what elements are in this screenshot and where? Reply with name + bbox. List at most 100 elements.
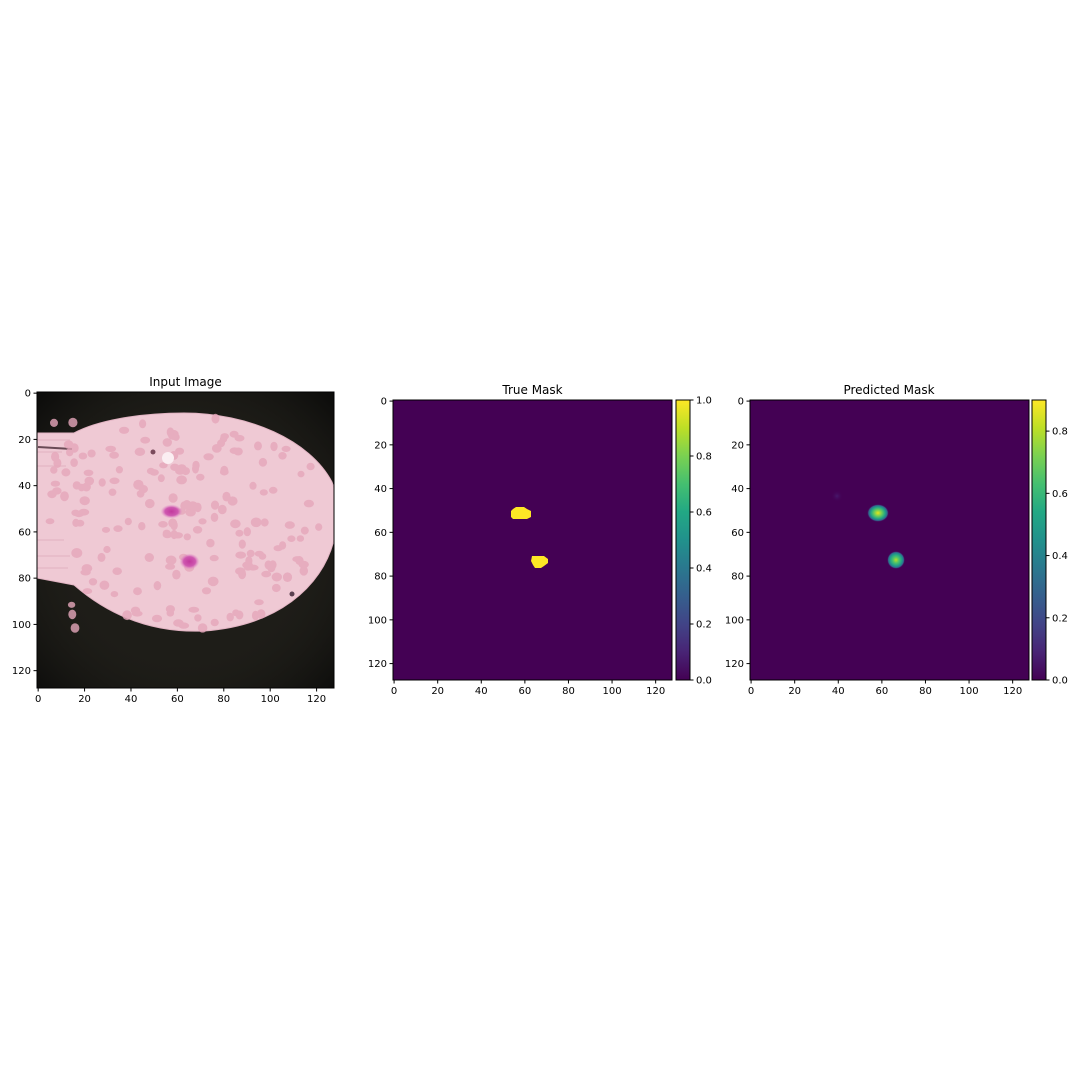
mask-background [393, 400, 672, 680]
red-blood-cell [131, 610, 143, 617]
red-blood-cell [115, 466, 123, 474]
red-blood-cell [282, 572, 293, 582]
red-blood-cell [81, 564, 93, 573]
red-blood-cell [279, 541, 287, 550]
red-blood-cell [188, 606, 200, 613]
red-blood-cell [268, 486, 278, 494]
red-blood-cell [165, 563, 176, 570]
red-blood-cell [50, 466, 58, 474]
red-blood-cell [153, 581, 162, 591]
predicted-blob [831, 490, 843, 502]
red-blood-cell [210, 618, 219, 627]
colorbar-tick-label: 0.8 [1052, 427, 1068, 438]
red-blood-cell [229, 447, 240, 455]
red-blood-cell [67, 601, 76, 608]
debris-dot [289, 591, 295, 597]
red-blood-cell [68, 609, 77, 620]
predicted-blob [887, 551, 905, 569]
red-blood-cell [79, 496, 90, 506]
x-tick-label: 0 [35, 694, 41, 705]
x-tick-label: 20 [431, 686, 444, 697]
smear-streaks [37, 439, 70, 569]
red-blood-cell [168, 518, 178, 528]
red-blood-cell [245, 556, 253, 566]
y-tick-label: 60 [731, 528, 744, 539]
y-tick-label: 100 [725, 615, 744, 626]
y-tick-label: 0 [738, 397, 744, 408]
red-blood-cell [72, 518, 80, 528]
red-blood-cell [210, 500, 220, 510]
red-blood-cell [84, 476, 95, 486]
red-blood-cell [210, 512, 219, 523]
red-blood-cell [112, 567, 122, 575]
colorbar-tick-label: 0.2 [1052, 613, 1068, 624]
red-blood-cell [254, 599, 264, 606]
y-tick-label: 100 [12, 620, 31, 631]
x-tick-label: 0 [391, 686, 397, 697]
stained-cell [179, 553, 200, 570]
x-tick-label: 120 [307, 694, 326, 705]
red-blood-cell [306, 462, 315, 471]
red-blood-cell [144, 553, 154, 562]
red-blood-cell [97, 552, 106, 562]
y-tick-label: 0 [25, 389, 31, 400]
red-blood-cell [122, 610, 132, 621]
mask-background [750, 400, 1029, 680]
red-blood-cell [162, 529, 171, 537]
axis-ticks: 0 20 40 60 80 100 120 0 20 40 60 80 100 120 [12, 389, 326, 705]
x-tick-label: 60 [171, 694, 184, 705]
panel-title: Input Image [149, 375, 221, 389]
red-blood-cell [284, 521, 295, 529]
red-blood-cell [196, 473, 205, 481]
red-blood-cell [206, 538, 215, 548]
true-mask-blob [531, 556, 548, 568]
predicted-blob [867, 504, 889, 522]
true-mask-blob [511, 507, 531, 519]
red-blood-cell [70, 623, 80, 633]
red-blood-cell [176, 475, 188, 485]
red-blood-cell [278, 452, 287, 460]
x-tick-label: 20 [788, 686, 801, 697]
red-blood-cell [72, 481, 81, 490]
red-blood-cell [198, 518, 207, 525]
red-blood-cell [166, 609, 175, 617]
red-blood-cell [251, 610, 260, 621]
red-blood-cell [45, 518, 55, 525]
red-blood-cell [99, 580, 110, 590]
y-tick-label: 40 [731, 484, 744, 495]
red-blood-cell [259, 489, 268, 496]
red-blood-cell [52, 487, 62, 495]
red-blood-cell [281, 445, 291, 452]
red-blood-cell [110, 591, 119, 598]
red-blood-cell [247, 564, 259, 571]
red-blood-cell [297, 470, 305, 478]
red-blood-cell [82, 588, 93, 595]
red-blood-cell [88, 578, 98, 586]
red-blood-cell [260, 518, 269, 527]
y-tick-label: 20 [731, 440, 744, 451]
red-blood-cell [217, 439, 226, 448]
red-blood-cell [50, 480, 61, 487]
panel-input-image: Input Image 0 20 40 60 80 100 120 0 20 40 60 80 100 1… [12, 375, 335, 705]
red-blood-cell [138, 522, 146, 531]
x-tick-label: 120 [1003, 686, 1022, 697]
red-blood-cell [105, 445, 117, 453]
red-blood-cell [158, 521, 168, 528]
panel-true-mask: True Mask 0 20 40 60 80 100 120 0 20 40 60 80 100 120… [368, 383, 712, 697]
red-blood-cell [271, 583, 281, 593]
x-tick-label: 80 [562, 686, 575, 697]
red-blood-cell [254, 550, 264, 557]
red-blood-cell [66, 448, 74, 457]
red-blood-cell [219, 468, 229, 476]
red-blood-cell [234, 434, 245, 442]
stained-cell [160, 504, 183, 519]
colorbar-tick-label: 0.2 [696, 620, 712, 631]
red-blood-cell [159, 462, 168, 469]
colorbar-tick-label: 0.0 [1052, 676, 1068, 687]
red-blood-cell [303, 499, 314, 508]
y-tick-label: 0 [381, 397, 387, 408]
y-tick-label: 60 [18, 527, 31, 538]
red-blood-cell [98, 478, 106, 487]
panel-title: True Mask [501, 383, 562, 397]
